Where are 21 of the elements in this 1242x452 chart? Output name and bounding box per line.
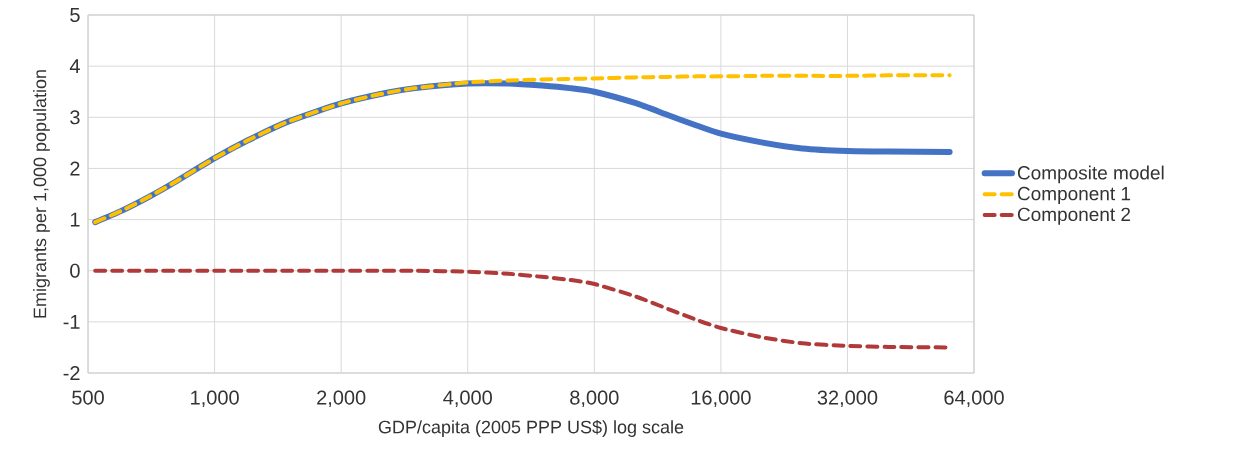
x-tick-label: 8,000 bbox=[570, 390, 619, 408]
y-tick-label: -1 bbox=[63, 314, 80, 329]
y-tick-label: 2 bbox=[70, 161, 80, 176]
y-tick-label: -2 bbox=[63, 366, 80, 380]
x-tick-label: 500 bbox=[72, 390, 104, 405]
y-tick-label: 4 bbox=[69, 59, 80, 74]
y-tick-label: 1 bbox=[70, 212, 80, 227]
x-tick-label: 4,000 bbox=[443, 390, 492, 408]
y-axis-title: Emigrants per 1,000 population bbox=[33, 70, 50, 318]
x-axis-title: GDP/capita (2005 PPP US$) log scale bbox=[378, 419, 684, 437]
legend-label: Composite model bbox=[1017, 165, 1164, 184]
x-tick-label: 2,000 bbox=[317, 390, 366, 408]
legend-label: Component 2 bbox=[1017, 207, 1131, 225]
x-tick-label: 32,000 bbox=[817, 390, 878, 408]
y-tick-label: 0 bbox=[70, 263, 80, 278]
legend-label: Component 1 bbox=[1017, 186, 1131, 205]
y-tick-label: 3 bbox=[70, 110, 80, 125]
x-tick-label: 1,000 bbox=[191, 390, 239, 408]
y-tick-label: 5 bbox=[70, 8, 80, 22]
x-tick-label: 16,000 bbox=[691, 390, 751, 408]
x-tick-label: 64,000 bbox=[944, 390, 1004, 408]
